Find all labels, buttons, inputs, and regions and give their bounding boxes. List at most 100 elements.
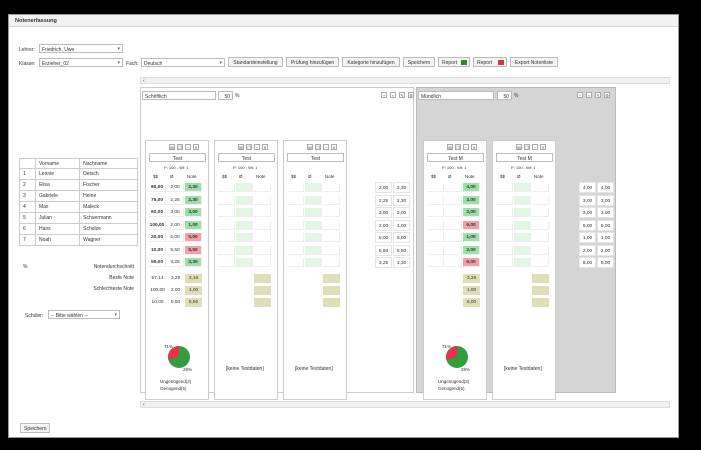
test-name-input[interactable]: Test (149, 153, 206, 162)
category-name-input[interactable]: Mündlich (418, 91, 494, 100)
grade-cell[interactable] (532, 233, 549, 242)
copy-icon[interactable]: ❐ (177, 144, 183, 150)
grade-cell[interactable]: 2,25 (167, 195, 184, 205)
grade-cell[interactable] (532, 208, 549, 217)
grade-cell[interactable] (305, 220, 322, 230)
grade-cell[interactable]: 3,30 (185, 258, 202, 267)
grade-cell[interactable] (218, 183, 235, 192)
grade-cell[interactable] (218, 233, 235, 242)
category-name-input[interactable]: Schriftlich (142, 91, 216, 100)
grade-cell[interactable] (305, 258, 322, 267)
grade-cell[interactable] (496, 195, 513, 205)
grade-cell[interactable] (532, 195, 549, 205)
export-notenliste-button[interactable]: Export Notenliste (510, 57, 558, 67)
grade-cell[interactable] (254, 233, 271, 242)
close-icon[interactable]: ✕ (471, 144, 477, 150)
grade-cell[interactable]: 3,00 (463, 208, 480, 217)
chart-icon[interactable]: ▤ (238, 144, 244, 150)
report-excel-button[interactable]: Report (438, 57, 470, 67)
grade-cell[interactable] (218, 245, 235, 255)
grade-cell[interactable]: 5,50 (185, 245, 202, 255)
grade-cell[interactable] (236, 233, 253, 242)
test-name-input[interactable]: Test M (496, 153, 553, 162)
grade-cell[interactable] (305, 195, 322, 205)
grade-cell[interactable]: 6,00 (463, 220, 480, 230)
grade-cell[interactable]: 1,00 (185, 220, 202, 230)
grade-cell[interactable] (305, 245, 322, 255)
add-icon[interactable]: + (381, 92, 387, 98)
minus-icon[interactable]: − (463, 144, 469, 150)
student-row[interactable]: 6 Hans Schulze (19, 223, 138, 235)
grade-cell[interactable] (254, 195, 271, 205)
lehrer-select[interactable]: Friedrich, Uwe (39, 44, 123, 53)
grade-cell[interactable] (445, 195, 462, 205)
grade-cell[interactable] (305, 208, 322, 217)
grade-cell[interactable] (427, 233, 444, 242)
grade-cell[interactable]: 2,00 (167, 183, 184, 192)
grade-cell[interactable] (287, 183, 304, 192)
chart-icon[interactable]: ▤ (447, 144, 453, 150)
grade-cell[interactable] (254, 245, 271, 255)
grade-cell[interactable] (496, 208, 513, 217)
grade-cell[interactable]: 4,00 (463, 183, 480, 192)
grade-cell[interactable]: 3,00 (185, 208, 202, 217)
minus-icon[interactable]: − (323, 144, 329, 150)
chart-icon[interactable]: ▤ (516, 144, 522, 150)
grade-cell[interactable] (514, 233, 531, 242)
grade-cell[interactable] (514, 208, 531, 217)
grade-cell[interactable] (287, 245, 304, 255)
grade-cell[interactable] (496, 233, 513, 242)
grade-cell[interactable]: 1,00 (463, 233, 480, 242)
grade-cell[interactable] (445, 233, 462, 242)
grade-cell[interactable] (236, 183, 253, 192)
minus-icon[interactable]: − (185, 144, 191, 150)
student-row[interactable]: 2 Elisa Fischer (19, 179, 138, 191)
copy-icon[interactable]: ❐ (455, 144, 461, 150)
grade-cell[interactable]: 3,00 (167, 208, 184, 217)
grade-cell[interactable] (323, 195, 340, 205)
grade-cell[interactable] (514, 220, 531, 230)
grade-cell[interactable] (427, 208, 444, 217)
category-weight-input[interactable]: 50 (497, 91, 512, 100)
close-icon[interactable]: ✕ (540, 144, 546, 150)
standardeinstellung-button[interactable]: Standardeinstellung (228, 57, 283, 67)
student-row[interactable]: 1 Leonie Detsch (19, 168, 138, 180)
grade-cell[interactable] (532, 245, 549, 255)
grade-cell[interactable]: 75,00 (149, 195, 166, 205)
grade-cell[interactable] (427, 245, 444, 255)
grade-cell[interactable] (323, 208, 340, 217)
fach-select[interactable]: Deutsch (141, 58, 225, 67)
grade-cell[interactable] (254, 208, 271, 217)
grade-cell[interactable] (236, 195, 253, 205)
speichern-button[interactable]: Speichern (403, 57, 435, 67)
grade-cell[interactable]: 2,30 (185, 195, 202, 205)
grade-cell[interactable] (514, 195, 531, 205)
grade-cell[interactable] (236, 258, 253, 267)
test-name-input[interactable]: Test (218, 153, 275, 162)
copy-icon[interactable]: ❐ (524, 144, 530, 150)
grade-cell[interactable]: 2,00 (463, 245, 480, 255)
grade-cell[interactable] (514, 258, 531, 267)
klasse-select[interactable]: Erzieher_02 (39, 58, 123, 67)
student-row[interactable]: 3 Gabriele Heine (19, 190, 138, 202)
grade-cell[interactable] (514, 183, 531, 192)
test-name-input[interactable]: Test (287, 153, 344, 162)
student-row[interactable]: 7 Noah Wagner (19, 234, 138, 246)
chart-icon[interactable]: ▤ (307, 144, 313, 150)
grade-cell[interactable] (427, 195, 444, 205)
grade-cell[interactable] (254, 258, 271, 267)
grade-cell[interactable] (532, 183, 549, 192)
close-icon[interactable]: ✕ (331, 144, 337, 150)
kategorie-hinzufuegen-button[interactable]: Kategorie hinzufügen (342, 57, 400, 67)
grade-cell[interactable] (305, 233, 322, 242)
add-icon[interactable]: + (577, 92, 583, 98)
minus-icon[interactable]: − (254, 144, 260, 150)
grade-cell[interactable]: 10,00 (149, 245, 166, 255)
grade-cell[interactable]: 5,00 (167, 233, 184, 242)
grade-cell[interactable]: 5,00 (463, 258, 480, 267)
grade-cell[interactable]: 5,00 (185, 233, 202, 242)
chart-icon[interactable]: ▤ (169, 144, 175, 150)
edit-icon[interactable]: ✎ (595, 92, 601, 98)
grade-cell[interactable] (445, 220, 462, 230)
grade-cell[interactable] (218, 258, 235, 267)
